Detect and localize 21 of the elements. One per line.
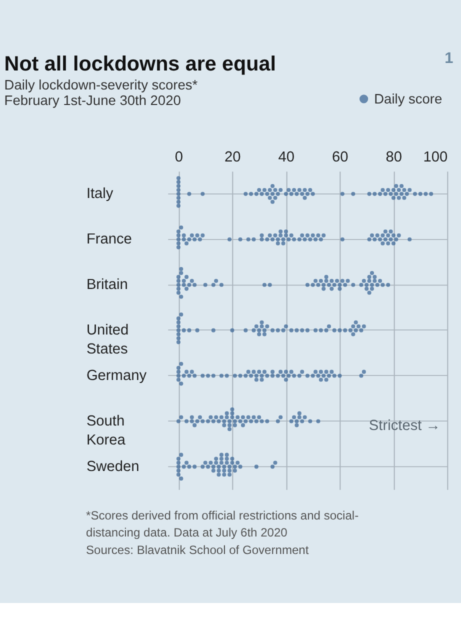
x-tick-label: 40 xyxy=(278,149,295,166)
source-note: Sources: Blavatnik School of Government xyxy=(86,542,310,557)
annotation: Strictest → xyxy=(368,418,440,434)
x-tick-label: 100 xyxy=(423,149,448,166)
y-tick-label: Britain xyxy=(86,277,128,294)
chart-title: Not all lockdowns are equal xyxy=(4,52,276,76)
y-tick-label: Sweden xyxy=(86,458,140,475)
x-tick-label: 20 xyxy=(224,149,241,166)
x-tick-label: 0 xyxy=(174,149,183,166)
legend-label: Daily score xyxy=(374,91,442,106)
text: Daily lockdown-severity scores* xyxy=(4,77,198,92)
y-tick-label: United States xyxy=(86,322,129,358)
text: 1 xyxy=(444,50,454,67)
x-tick-label: 60 xyxy=(332,149,348,166)
y-tick-label: Italy xyxy=(86,186,114,202)
text: February 1st-June 30th 2020 xyxy=(4,92,181,108)
x-tick-label: 80 xyxy=(386,149,402,166)
y-tick-label: South Korea xyxy=(86,414,126,448)
y-tick-label: Germany xyxy=(86,368,148,384)
y-tick-label: France xyxy=(86,232,132,248)
text: *Scores derived from official restrictions and social-distancing data. Data at July 6th 2020 xyxy=(86,508,359,540)
